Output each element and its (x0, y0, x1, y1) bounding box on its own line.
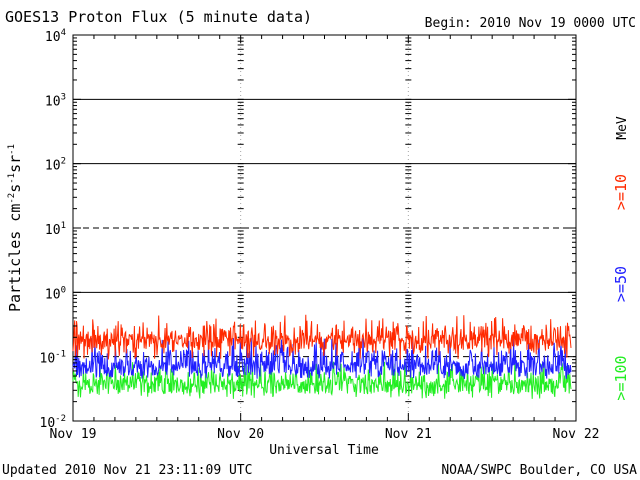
y-tick-label: 10-1 (40, 350, 67, 367)
x-tick-label: Nov 22 (553, 427, 600, 442)
legend-entry-100: >=100 (612, 355, 630, 400)
y-tick-label: 10-2 (40, 414, 67, 431)
series-line (72, 361, 572, 399)
x-tick-label: Nov 21 (385, 427, 432, 442)
y-tick-label: 102 (45, 157, 66, 174)
x-tick-label: Nov 19 (50, 427, 97, 442)
x-tick-label: Nov 20 (217, 427, 264, 442)
x-axis-label: Universal Time (269, 443, 379, 458)
legend-entry-50: >=50 (612, 266, 630, 302)
updated-timestamp: Updated 2010 Nov 21 23:11:09 UTC (2, 463, 252, 478)
y-tick-label: 103 (45, 92, 66, 109)
y-axis-label: Particles cm-2s-1sr-1 (6, 144, 24, 312)
y-tick-label: 104 (45, 28, 66, 45)
legend-unit: MeV (615, 116, 630, 140)
begin-time: Begin: 2010 Nov 19 0000 UTC (425, 16, 636, 31)
legend-entry-10: >=10 (612, 174, 630, 210)
y-tick-label: 100 (45, 285, 66, 302)
y-tick-label: 101 (45, 221, 66, 238)
series-line (72, 337, 572, 379)
chart-title: GOES13 Proton Flux (5 minute data) (5, 8, 312, 26)
series-layer (72, 314, 572, 399)
credit-text: NOAA/SWPC Boulder, CO USA (441, 463, 637, 478)
series-line (72, 314, 572, 360)
